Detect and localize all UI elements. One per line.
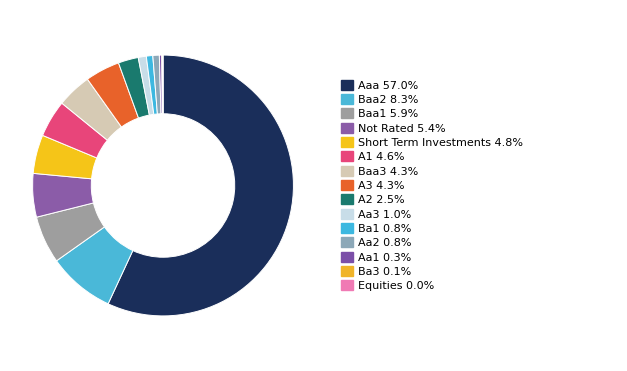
Wedge shape	[146, 56, 157, 114]
Wedge shape	[162, 55, 163, 114]
Wedge shape	[33, 135, 97, 179]
Wedge shape	[138, 56, 154, 115]
Wedge shape	[43, 103, 107, 158]
Wedge shape	[36, 203, 105, 261]
Wedge shape	[119, 58, 149, 118]
Wedge shape	[153, 55, 161, 114]
Wedge shape	[56, 227, 133, 304]
Wedge shape	[87, 63, 139, 127]
Wedge shape	[108, 55, 293, 316]
Wedge shape	[33, 173, 93, 217]
Wedge shape	[62, 79, 122, 140]
Wedge shape	[159, 55, 162, 114]
Legend: Aaa 57.0%, Baa2 8.3%, Baa1 5.9%, Not Rated 5.4%, Short Term Investments 4.8%, A1: Aaa 57.0%, Baa2 8.3%, Baa1 5.9%, Not Rat…	[338, 76, 527, 295]
